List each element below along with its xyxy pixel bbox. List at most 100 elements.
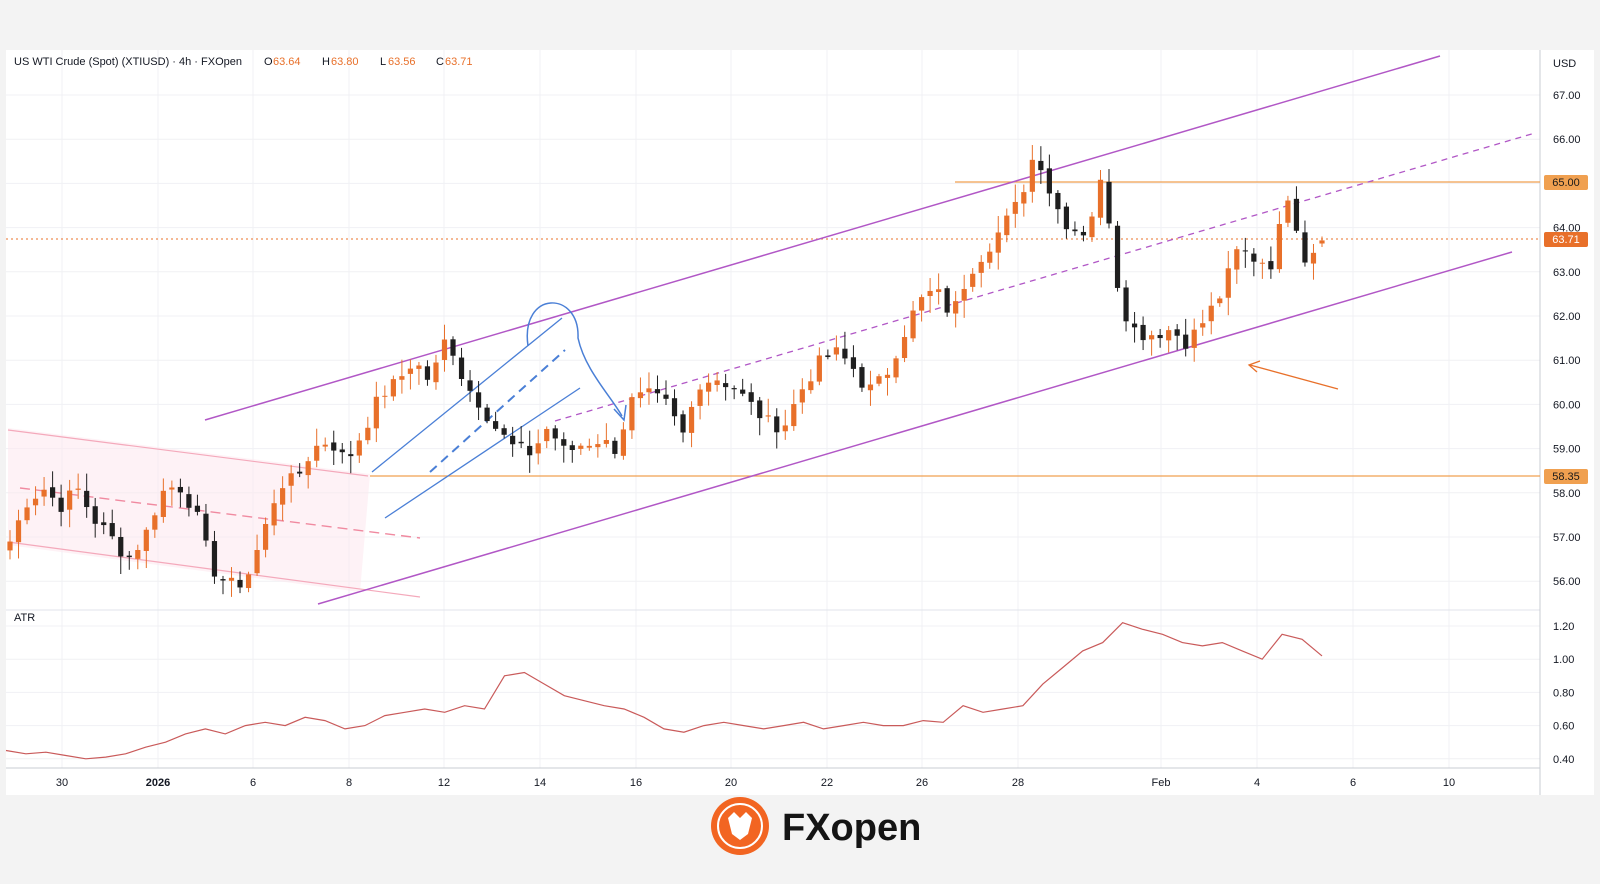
candle-body: [1251, 253, 1257, 262]
close-label: C: [436, 56, 444, 68]
candle-body: [1089, 216, 1095, 238]
candle-body: [169, 487, 175, 490]
candle-body: [365, 427, 371, 441]
badge-last-price-text: 63.71: [1552, 234, 1580, 246]
candle-body: [1055, 192, 1061, 210]
open-value: 63.64: [273, 56, 301, 68]
badge-58-35-text: 58.35: [1552, 471, 1580, 483]
candle-body: [228, 577, 235, 581]
low-value: 63.56: [388, 56, 416, 68]
pointer-arrow-line: [1249, 364, 1339, 390]
candle-body: [578, 445, 584, 449]
candle-body: [842, 348, 848, 359]
candle-body: [1038, 160, 1044, 171]
candle-body: [280, 488, 286, 505]
candle-body: [927, 290, 933, 297]
candle-body: [620, 429, 627, 456]
candle-body: [288, 473, 294, 486]
price-tick-label: 56.00: [1553, 576, 1581, 588]
atr-tick-label: 0.60: [1553, 721, 1574, 733]
candle-body: [314, 445, 320, 461]
candle-body: [1004, 215, 1010, 236]
candle-body: [331, 442, 337, 451]
candle-body: [118, 536, 124, 557]
candle-body: [1268, 261, 1274, 270]
candle-body: [910, 310, 916, 339]
candle-body: [126, 555, 132, 558]
candle-body: [1242, 250, 1248, 252]
candle-body: [297, 471, 303, 474]
candle-body: [1106, 181, 1112, 224]
candle-body: [1200, 323, 1206, 328]
bull-head-icon: [728, 812, 752, 840]
candle-body: [24, 507, 30, 521]
candle-body: [450, 339, 456, 356]
candle-body: [1276, 224, 1283, 270]
atr-label: ATR: [14, 612, 35, 624]
candle-body: [518, 441, 524, 444]
candle-body: [1166, 330, 1172, 341]
ascending-channel: [204, 55, 1536, 605]
candle-body: [1012, 201, 1018, 214]
candle-body: [382, 395, 388, 397]
badge-58-35-bg: [1544, 469, 1588, 484]
candle-body: [407, 368, 414, 374]
symbol-title: US WTI Crude (Spot) (XTIUSD) · 4h · FXOp…: [14, 56, 242, 68]
candle-body: [970, 273, 976, 287]
candle-body: [1259, 262, 1265, 264]
price-tick-label: 61.00: [1553, 355, 1581, 367]
date-tick-label: 16: [630, 777, 642, 789]
candle-body: [1319, 240, 1325, 244]
candle-body: [203, 513, 209, 541]
candle-body: [1072, 229, 1078, 232]
badge-65: 65.00: [1544, 175, 1588, 190]
candle-body: [544, 428, 550, 442]
candle-body: [1217, 298, 1223, 304]
candle-body: [731, 388, 737, 390]
date-tick-label: 22: [821, 777, 833, 789]
date-tick-label: 6: [1350, 777, 1356, 789]
candle-body: [475, 392, 482, 408]
price-tick-label: 59.00: [1553, 444, 1581, 456]
candle-body: [271, 503, 277, 526]
high-label: H: [322, 56, 330, 68]
date-tick-label: 8: [346, 777, 352, 789]
atr-line: [5, 622, 1323, 760]
candle-body: [7, 541, 13, 551]
candle-body: [612, 440, 618, 454]
candle-body: [32, 498, 39, 506]
candle-body: [936, 289, 942, 293]
candle-body: [177, 486, 183, 493]
candle-body: [160, 490, 166, 517]
candle-body: [893, 358, 899, 378]
candle-body: [808, 381, 814, 391]
candle-body: [723, 383, 729, 388]
reversal-arrow: [526, 302, 623, 417]
date-tick-label: 10: [1443, 777, 1455, 789]
date-tick-label: 2026: [146, 777, 170, 789]
candle-body: [535, 443, 541, 454]
candle-body: [245, 574, 252, 589]
time-axis[interactable]: 30 2026 6 8 12 14 16 20 22 26 28 Feb 4 6 10: [56, 777, 1455, 789]
currency-label: USD: [1553, 58, 1576, 70]
candle-body: [348, 454, 354, 457]
candle-body: [978, 261, 984, 273]
candle-body: [399, 376, 405, 380]
candle-body: [1149, 335, 1155, 340]
candle-body: [671, 398, 678, 417]
candle-body: [75, 488, 81, 490]
candle-body: [697, 389, 703, 406]
date-tick-label: 30: [56, 777, 68, 789]
candle-body: [41, 489, 47, 497]
candle-body: [501, 428, 507, 435]
channel-lower-line: [317, 251, 1513, 605]
candle-body: [390, 379, 396, 397]
candle-body: [816, 355, 822, 382]
fxopen-logo: FXopen: [711, 797, 921, 855]
candle-body: [825, 355, 831, 358]
atr-axis: 1.20 1.00 0.80 0.60 0.40: [1553, 621, 1574, 766]
candle-body: [1157, 335, 1163, 339]
date-tick-label: 4: [1254, 777, 1260, 789]
